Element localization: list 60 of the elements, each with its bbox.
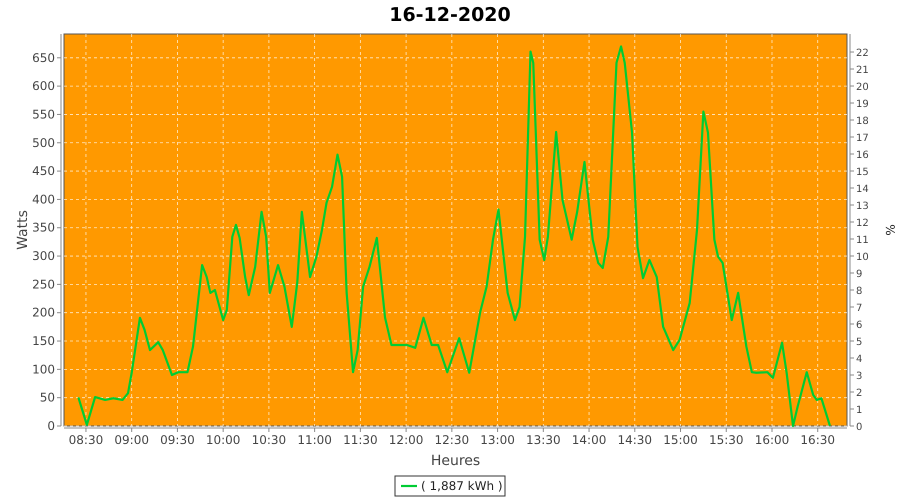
y-tick-label: 450 <box>32 164 55 178</box>
y2-tick-label: 19 <box>856 99 869 110</box>
line-series <box>78 45 831 428</box>
x-axis-title: Heures <box>430 453 480 469</box>
x-tick-label: 10:00 <box>206 433 240 447</box>
x-tick-label: 11:30 <box>343 433 378 447</box>
y2-tick-label: 3 <box>856 371 862 382</box>
y2-tick-label: 0 <box>856 422 862 433</box>
y2-tick-label: 18 <box>856 116 869 128</box>
x-tick-label: 13:30 <box>526 433 561 447</box>
y2-tick-label: 22 <box>856 48 869 60</box>
y2-tick-label: 14 <box>856 184 869 196</box>
y-tick-label: 550 <box>32 107 55 122</box>
y2-tick-label: 8 <box>856 286 862 298</box>
chart-title: 16-12-2020 <box>389 4 511 26</box>
y2-tick-label: 2 <box>856 388 862 399</box>
y-tick-label: 50 <box>40 390 55 405</box>
x-tick-label: 12:00 <box>388 433 424 447</box>
y-tick-label: 250 <box>32 277 55 292</box>
y2-tick-label: 6 <box>856 320 862 332</box>
y-tick-label: 100 <box>32 362 55 376</box>
y-tick-label: 400 <box>32 192 55 206</box>
y2-tick-label: 17 <box>856 133 869 144</box>
y2-tick-label: 7 <box>856 303 862 314</box>
x-tick-label: 15:00 <box>663 433 698 447</box>
x-tick-label: 14:00 <box>572 433 606 447</box>
y2-tick-label: 15 <box>856 167 869 178</box>
y2-tick-label: 4 <box>856 354 862 366</box>
x-tick-label: 16:00 <box>754 433 790 447</box>
y2-tick-label: 13 <box>856 201 869 212</box>
x-tick-label: 10:30 <box>252 433 286 447</box>
y-tick-label: 650 <box>32 50 55 65</box>
y2-tick-label: 12 <box>856 218 869 230</box>
y2-tick-label: 16 <box>856 150 869 162</box>
y-tick-label: 500 <box>32 136 55 150</box>
legend-label: ( 1,887 kWh ) <box>421 479 503 493</box>
y2-tick-label: 5 <box>856 337 862 348</box>
y-tick-label: 150 <box>32 334 55 348</box>
y-tick-label: 600 <box>32 79 55 94</box>
y2-tick-label: 9 <box>856 269 862 280</box>
y2-tick-label: 10 <box>856 252 869 264</box>
x-tick-label: 09:30 <box>160 433 195 447</box>
x-tick-label: 15:30 <box>708 433 744 447</box>
x-tick-label: 12:30 <box>434 433 470 447</box>
y2-tick-label: 11 <box>856 235 869 246</box>
y-axis-title: Watts <box>15 210 31 250</box>
x-tick-label: 16:30 <box>800 433 836 447</box>
x-tick-label: 11:00 <box>297 433 332 447</box>
y2-tick-label: 20 <box>856 82 869 94</box>
y2-axis-title: % <box>883 224 897 236</box>
x-tick-label: 13:00 <box>480 433 515 447</box>
y-tick-label: 350 <box>32 220 55 235</box>
y-tick-label: 300 <box>32 249 55 264</box>
x-tick-label: 14:30 <box>617 433 652 447</box>
y-tick-label: 200 <box>32 306 55 320</box>
x-tick-label: 09:00 <box>114 433 149 447</box>
x-tick-label: 08:30 <box>68 433 104 447</box>
y2-tick-label: 1 <box>856 405 862 416</box>
y-tick-label: 0 <box>47 419 55 433</box>
y2-tick-label: 21 <box>856 65 869 76</box>
